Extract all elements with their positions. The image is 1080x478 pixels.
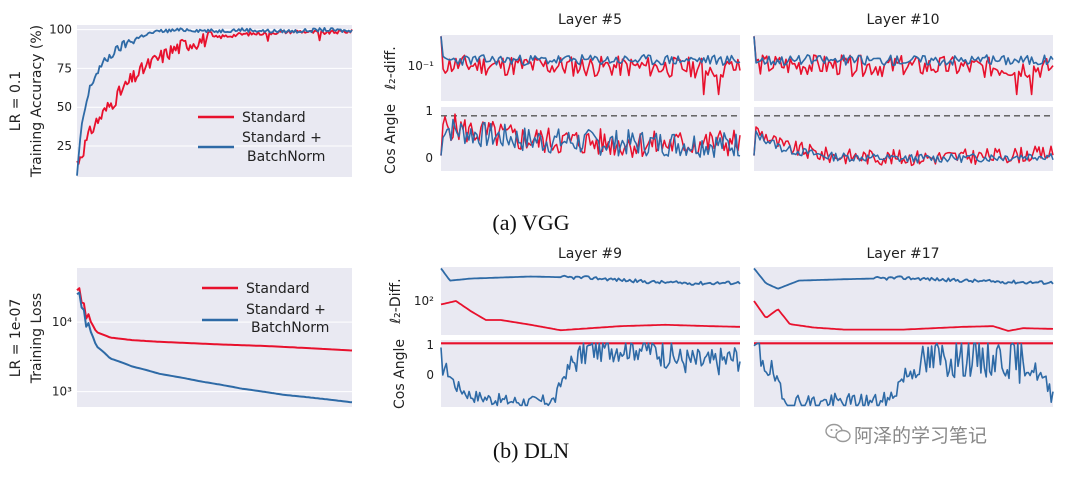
batchnorm-accuracy-line — [76, 26, 353, 176]
vgg-cos-ytick-1: 1 — [425, 104, 433, 118]
vgg-row-label: LR = 0.1 — [8, 71, 24, 131]
vgg-accuracy-chart: 25 50 75 100 LR = 0.1 Training Accuracy (%)… — [8, 23, 353, 178]
standard-accuracy-line — [76, 28, 353, 165]
dln-diff-ylabel: ℓ₂-Diff. — [388, 278, 404, 324]
legend-batchnorm-label-1: Standard + — [242, 130, 322, 146]
dln-caption: (b) DLN — [493, 438, 569, 463]
dln-layer17-title: Layer #17 — [866, 246, 939, 262]
ytick-label: 100 — [49, 23, 72, 37]
vgg-cos-ytick-0: 0 — [425, 151, 433, 165]
standard-dln-diff-layer_17 — [753, 300, 1054, 332]
ytick-label: 50 — [57, 100, 72, 114]
batchnorm-dln-diff-layer_9 — [440, 267, 741, 286]
standard-vgg-diff-layer_10 — [753, 36, 1054, 96]
batchnorm-vgg-cos-layer_10 — [753, 130, 1054, 164]
batchnorm-dln-cos-layer_17 — [753, 342, 1054, 407]
batchnorm-vgg-diff-layer_10 — [753, 36, 1054, 67]
batchnorm-vgg-cos-layer_5 — [440, 118, 741, 158]
vgg-caption: (a) VGG — [492, 210, 569, 235]
legend-batchnorm-label-1: Standard + — [246, 302, 326, 318]
ytick-label: 10⁴ — [52, 315, 72, 329]
watermark: 阿泽的学习笔记 — [825, 423, 987, 447]
dln-layer9-title: Layer #9 — [558, 246, 622, 262]
standard-loss-line — [76, 287, 353, 352]
legend-batchnorm-label-2: BatchNorm — [247, 149, 325, 165]
vgg-layers-chart: Layer #5 Layer #10 ℓ₂-diff. 10⁻¹ Cos Ang… — [383, 12, 1054, 174]
dln-cos-ylabel: Cos Angle — [392, 339, 408, 409]
vgg-cos-ylabel: Cos Angle — [383, 104, 399, 174]
legend-standard-label: Standard — [246, 281, 310, 297]
standard-vgg-diff-layer_5 — [440, 36, 741, 96]
batchnorm-dln-cos-layer_9 — [440, 342, 741, 407]
dln-l17-cos-panel — [754, 340, 1053, 407]
standard-dln-diff-layer_9 — [440, 300, 740, 332]
vgg-l5-diff-panel — [441, 35, 740, 101]
batchnorm-loss-line — [76, 291, 353, 404]
dln-cos-ytick-0: 0 — [426, 368, 434, 382]
vgg-diff-ytick: 10⁻¹ — [408, 59, 435, 73]
dln-l9-cos-panel — [441, 340, 740, 407]
dln-row-label: LR = 1e-07 — [8, 299, 24, 378]
vgg-accuracy-ylabel: Training Accuracy (%) — [29, 25, 45, 178]
wechat-icon — [825, 423, 851, 443]
ytick-label: 25 — [57, 139, 72, 153]
batchnorm-dln-diff-layer_17 — [753, 267, 1054, 290]
legend-batchnorm-label-2: BatchNorm — [251, 320, 329, 336]
legend-standard-label: Standard — [242, 110, 306, 126]
dln-loss-legend: Standard Standard + BatchNorm — [202, 281, 329, 336]
vgg-layer5-title: Layer #5 — [558, 12, 622, 28]
dln-diff-ytick: 10² — [414, 294, 434, 308]
dln-cos-ytick-1: 1 — [426, 338, 434, 352]
dln-loss-chart: 10³ 10⁴ LR = 1e-07 Training Loss Standard… — [8, 268, 353, 407]
vgg-accuracy-panel — [77, 25, 352, 177]
batchnorm-vgg-diff-layer_5 — [440, 36, 741, 67]
dln-loss-ylabel: Training Loss — [29, 293, 45, 384]
watermark-text: 阿泽的学习笔记 — [854, 425, 987, 447]
vgg-l5-cos-panel — [441, 107, 740, 171]
vgg-accuracy-legend: Standard Standard + BatchNorm — [198, 110, 325, 165]
vgg-layer10-title: Layer #10 — [866, 12, 939, 28]
ytick-label: 10³ — [52, 385, 72, 399]
dln-layers-chart: Layer #9 Layer #17 ℓ₂-Diff. 10² Cos Angl… — [388, 246, 1054, 409]
vgg-diff-ylabel: ℓ₂-diff. — [383, 46, 399, 90]
ytick-label: 75 — [57, 61, 72, 75]
